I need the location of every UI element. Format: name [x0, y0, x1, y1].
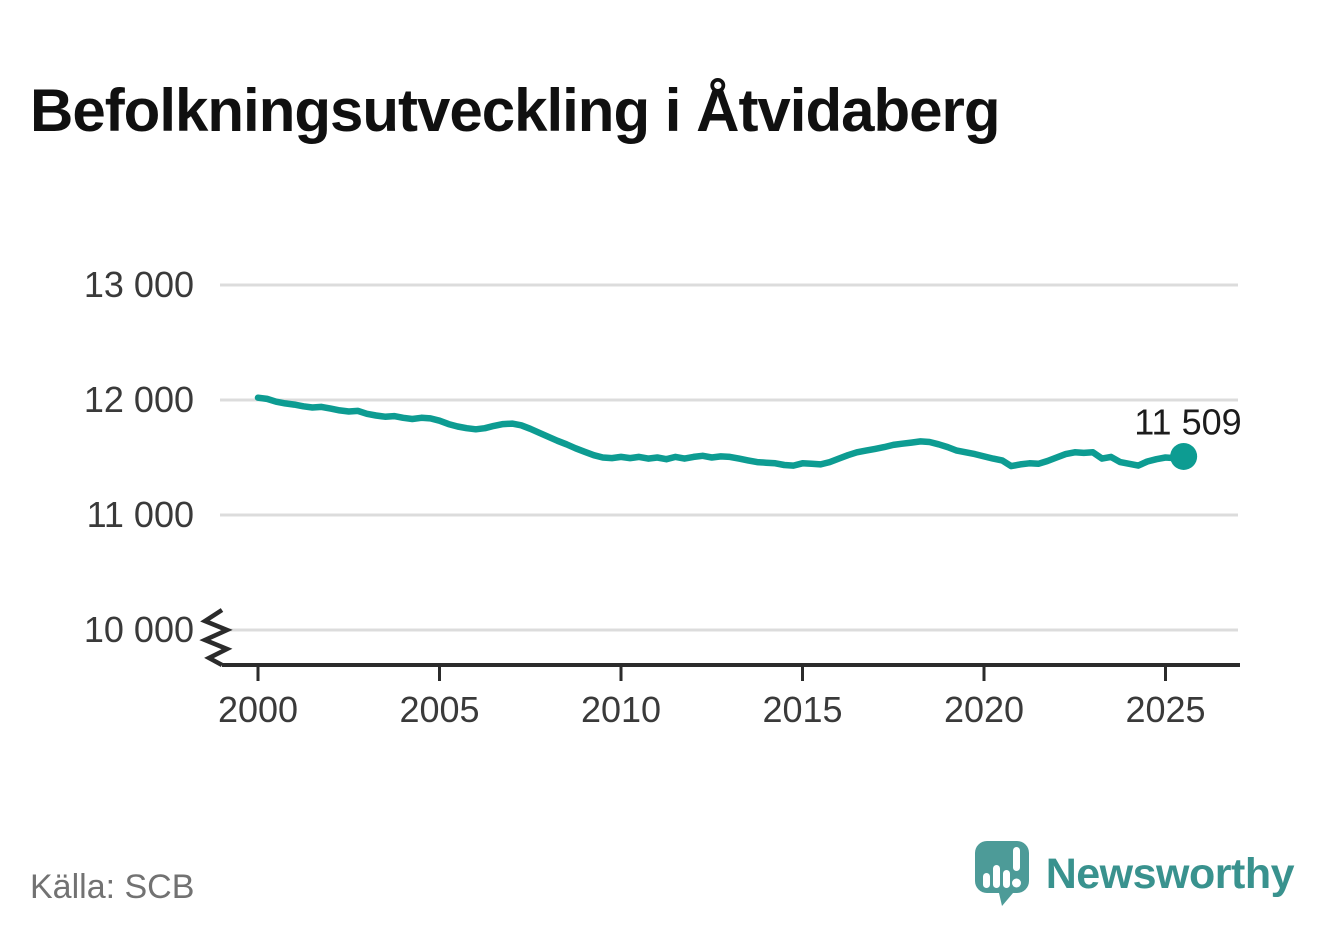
page-title: Befolkningsutveckling i Åtvidaberg	[30, 77, 1001, 145]
gridlines-group	[220, 283, 1238, 632]
y-axis-labels-group: 13 000 12 000 11 000 10 000	[84, 264, 194, 650]
logo-bar-tall	[992, 865, 1000, 888]
population-trend-line	[254, 394, 1187, 470]
x-tick-label: 2020	[944, 689, 1024, 730]
x-tick-label: 2000	[218, 689, 298, 730]
x-tick-label: 2025	[1125, 689, 1205, 730]
end-point-dot	[1170, 442, 1198, 470]
x-axis-group: 2000 2005 2010 2015 2020 2025	[199, 608, 1240, 730]
y-tick-label: 13 000	[84, 264, 194, 305]
end-value-label: 11 509	[1134, 401, 1241, 442]
axis-break-icon	[199, 608, 233, 667]
newsworthy-logo: Newsworthy	[974, 840, 1295, 908]
y-tick-label: 12 000	[84, 379, 194, 420]
newsworthy-speech-bubble-bar-chart-icon	[974, 841, 1029, 906]
y-tick-label: 11 000	[87, 494, 194, 535]
logo-exclamation-bar	[1012, 847, 1020, 871]
source-note: Källa: SCB	[30, 868, 195, 906]
x-tick-label: 2015	[762, 689, 842, 730]
logo-bar-medium	[1002, 870, 1010, 888]
newsworthy-wordmark: Newsworthy	[1045, 849, 1295, 898]
x-tick-label: 2005	[399, 689, 479, 730]
x-tick-label: 2010	[581, 689, 661, 730]
logo-bar-small	[982, 873, 990, 888]
series-group: 11 509	[254, 394, 1242, 470]
logo-exclamation-dot	[1011, 878, 1021, 888]
y-tick-label: 10 000	[84, 609, 194, 650]
